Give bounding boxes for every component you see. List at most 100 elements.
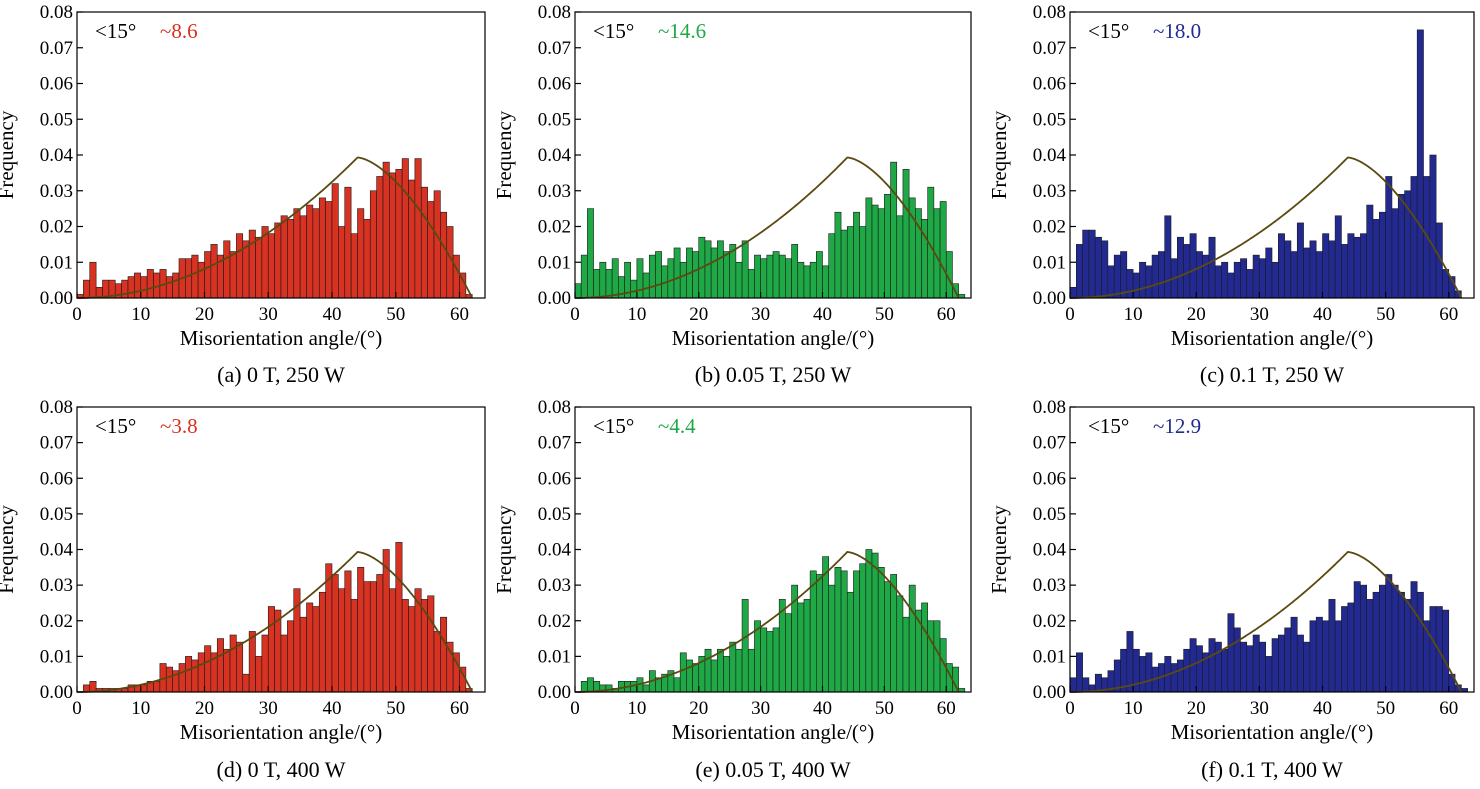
- y-tick-label: 0.06: [40, 74, 73, 95]
- histogram-bar: [1290, 251, 1298, 299]
- x-tick-label: 30: [1250, 698, 1269, 719]
- histogram-bar: [1341, 606, 1349, 693]
- histogram-bar: [859, 563, 867, 693]
- random-distribution-curve: [575, 156, 960, 299]
- histogram-bar: [440, 616, 448, 693]
- histogram-bar: [587, 208, 594, 299]
- histogram-bar: [1347, 233, 1355, 299]
- histogram-bar: [1353, 236, 1361, 299]
- histogram-bar: [772, 627, 780, 693]
- histogram-bar: [1284, 627, 1292, 693]
- y-tick-label: 0.00: [1033, 288, 1066, 309]
- histogram-bar: [865, 197, 873, 299]
- histogram-bar: [274, 222, 282, 299]
- x-tick-label: 30: [1250, 304, 1269, 325]
- histogram-bar: [401, 599, 409, 693]
- histogram-bar: [896, 595, 904, 693]
- y-tick-label: 0.03: [538, 181, 571, 202]
- histogram-bar: [280, 634, 288, 693]
- y-tick-label: 0.00: [40, 682, 73, 703]
- x-tick-label: 40: [813, 698, 832, 719]
- histogram-bar: [1309, 620, 1317, 693]
- histogram-bar: [210, 244, 218, 299]
- histogram-bar: [1334, 215, 1342, 299]
- histogram-bar: [648, 254, 656, 299]
- histogram-bar: [859, 226, 867, 299]
- y-tick-label: 0.05: [538, 109, 571, 130]
- histogram-bar: [312, 208, 320, 299]
- histogram-bar: [338, 588, 346, 693]
- histogram-bar: [1177, 236, 1184, 299]
- histogram-bar: [140, 684, 148, 693]
- histogram-bar: [710, 247, 718, 299]
- histogram-bar: [1366, 204, 1374, 299]
- histogram-bar: [1404, 599, 1412, 693]
- histogram-bar: [376, 176, 384, 299]
- panel-caption: (f) 0.1 T, 400 W: [1201, 757, 1343, 782]
- panel-caption: (b) 0.05 T, 250 W: [695, 362, 852, 387]
- histogram-bar: [1429, 606, 1437, 693]
- histogram-bar: [679, 652, 687, 693]
- x-tick-label: 40: [323, 698, 342, 719]
- y-tick-label: 0.08: [538, 2, 571, 23]
- histogram-bar: [1214, 641, 1222, 693]
- histogram-bar: [686, 659, 693, 693]
- histogram-bar: [1195, 645, 1203, 693]
- histogram-bar: [574, 283, 582, 299]
- y-tick-label: 0.02: [1033, 217, 1066, 238]
- y-tick-label: 0.00: [538, 682, 571, 703]
- y-tick-label: 0.07: [40, 38, 73, 59]
- y-tick-label: 0.07: [1033, 38, 1066, 59]
- histogram-bar: [890, 574, 898, 693]
- histogram-bar: [642, 684, 650, 693]
- y-tick-label: 0.06: [538, 468, 571, 489]
- histogram-bar: [1391, 208, 1399, 299]
- histogram-bar: [785, 258, 792, 299]
- histogram-bar: [816, 251, 823, 299]
- random-distribution-curve: [77, 551, 474, 693]
- histogram-bar: [605, 269, 613, 299]
- histogram-bar: [1334, 620, 1342, 693]
- histogram-bar: [89, 681, 97, 693]
- histogram-bar: [420, 186, 428, 299]
- histogram-bar: [1397, 591, 1405, 693]
- y-tick-label: 0.07: [1033, 433, 1066, 454]
- y-axis-title: Frequency: [0, 110, 18, 199]
- histogram-bar: [871, 204, 879, 299]
- histogram-bar: [760, 627, 768, 693]
- y-tick-label: 0.03: [40, 575, 73, 596]
- histogram-bar: [427, 595, 435, 693]
- histogram-bar: [261, 634, 269, 693]
- histogram-bar: [1372, 591, 1380, 693]
- y-tick-label: 0.00: [538, 288, 571, 309]
- histogram-bar: [338, 226, 346, 299]
- y-tick-label: 0.04: [1033, 145, 1067, 166]
- x-axis-title: Misorientation angle/(°): [1171, 720, 1374, 744]
- histogram-bar: [1296, 634, 1304, 693]
- histogram-bar: [1214, 265, 1222, 299]
- y-tick-label: 0.08: [1033, 2, 1066, 23]
- histogram-bar: [884, 194, 891, 299]
- x-tick-label: 10: [627, 698, 646, 719]
- x-tick-label: 60: [1439, 304, 1458, 325]
- x-tick-label: 20: [1187, 698, 1206, 719]
- histogram-bar: [791, 244, 799, 299]
- y-tick-label: 0.06: [40, 468, 73, 489]
- histogram-bar: [1290, 616, 1298, 693]
- x-tick-label: 50: [875, 304, 894, 325]
- histogram-bar: [785, 613, 792, 693]
- histogram-bar: [1170, 663, 1178, 693]
- histogram-bar: [828, 233, 836, 299]
- histogram-bar: [255, 236, 263, 299]
- histogram-bar: [754, 254, 761, 299]
- histogram-bar: [1151, 254, 1159, 299]
- annotation-label: <15°: [95, 19, 136, 43]
- chart-panel-e: 0.00 0.01 0.02 0.03 0.04 0.05 0.06 0.07 0.08 0 10 2…: [492, 397, 972, 782]
- y-tick-label: 0.07: [538, 38, 571, 59]
- histogram-bar: [1315, 251, 1323, 299]
- y-tick-label: 0.07: [40, 433, 73, 454]
- histogram-bar: [1126, 269, 1134, 299]
- histogram-bar: [1284, 240, 1292, 299]
- histogram-bar: [1227, 272, 1235, 299]
- histogram-bar: [389, 172, 397, 299]
